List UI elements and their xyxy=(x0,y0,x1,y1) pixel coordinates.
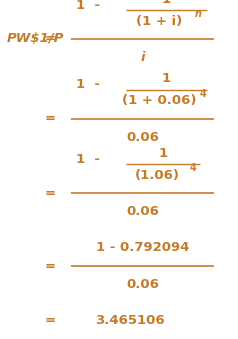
Text: (1 + 0.06): (1 + 0.06) xyxy=(122,94,197,107)
Text: 0.06: 0.06 xyxy=(126,205,159,218)
Text: 0.06: 0.06 xyxy=(126,131,159,144)
Text: 1: 1 xyxy=(159,147,168,160)
Text: =: = xyxy=(45,187,55,200)
Text: n: n xyxy=(195,9,202,19)
Text: 1  -: 1 - xyxy=(76,78,100,91)
Text: 1  -: 1 - xyxy=(76,153,100,166)
Text: 1  -: 1 - xyxy=(76,0,100,12)
Text: 1 - 0.792094: 1 - 0.792094 xyxy=(96,241,189,254)
Text: i: i xyxy=(141,51,145,64)
Text: 3.465106: 3.465106 xyxy=(95,314,165,327)
Text: PW$1/P: PW$1/P xyxy=(7,33,65,45)
Text: (1.06): (1.06) xyxy=(135,169,180,182)
Text: 4: 4 xyxy=(200,89,207,99)
Text: 0.06: 0.06 xyxy=(126,278,159,291)
Text: =: = xyxy=(45,33,55,45)
Text: =: = xyxy=(45,314,55,327)
Text: (1 + i): (1 + i) xyxy=(136,15,183,27)
Text: =: = xyxy=(45,112,55,125)
Text: 1: 1 xyxy=(162,73,171,85)
Text: 4: 4 xyxy=(189,163,196,173)
Text: =: = xyxy=(45,260,55,273)
Text: 1: 1 xyxy=(162,0,171,6)
